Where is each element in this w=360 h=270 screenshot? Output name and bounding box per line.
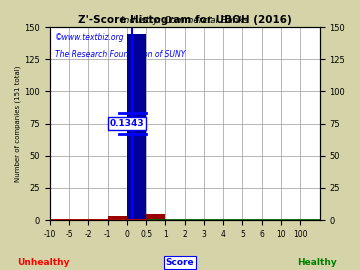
Bar bbox=[108, 216, 127, 220]
Text: Industry: Commercial Banks: Industry: Commercial Banks bbox=[121, 16, 248, 25]
Y-axis label: Number of companies (151 total): Number of companies (151 total) bbox=[15, 65, 22, 182]
Text: Unhealthy: Unhealthy bbox=[17, 258, 69, 267]
Bar bbox=[146, 214, 165, 220]
Title: Z'-Score Histogram for UBOH (2016): Z'-Score Histogram for UBOH (2016) bbox=[78, 15, 292, 25]
Text: ©www.textbiz.org: ©www.textbiz.org bbox=[55, 33, 125, 42]
Text: Score: Score bbox=[166, 258, 194, 267]
Bar bbox=[127, 33, 146, 220]
Text: Healthy: Healthy bbox=[297, 258, 337, 267]
Text: The Research Foundation of SUNY: The Research Foundation of SUNY bbox=[55, 50, 185, 59]
Text: 0.1343: 0.1343 bbox=[109, 119, 144, 128]
Bar bbox=[127, 33, 146, 220]
